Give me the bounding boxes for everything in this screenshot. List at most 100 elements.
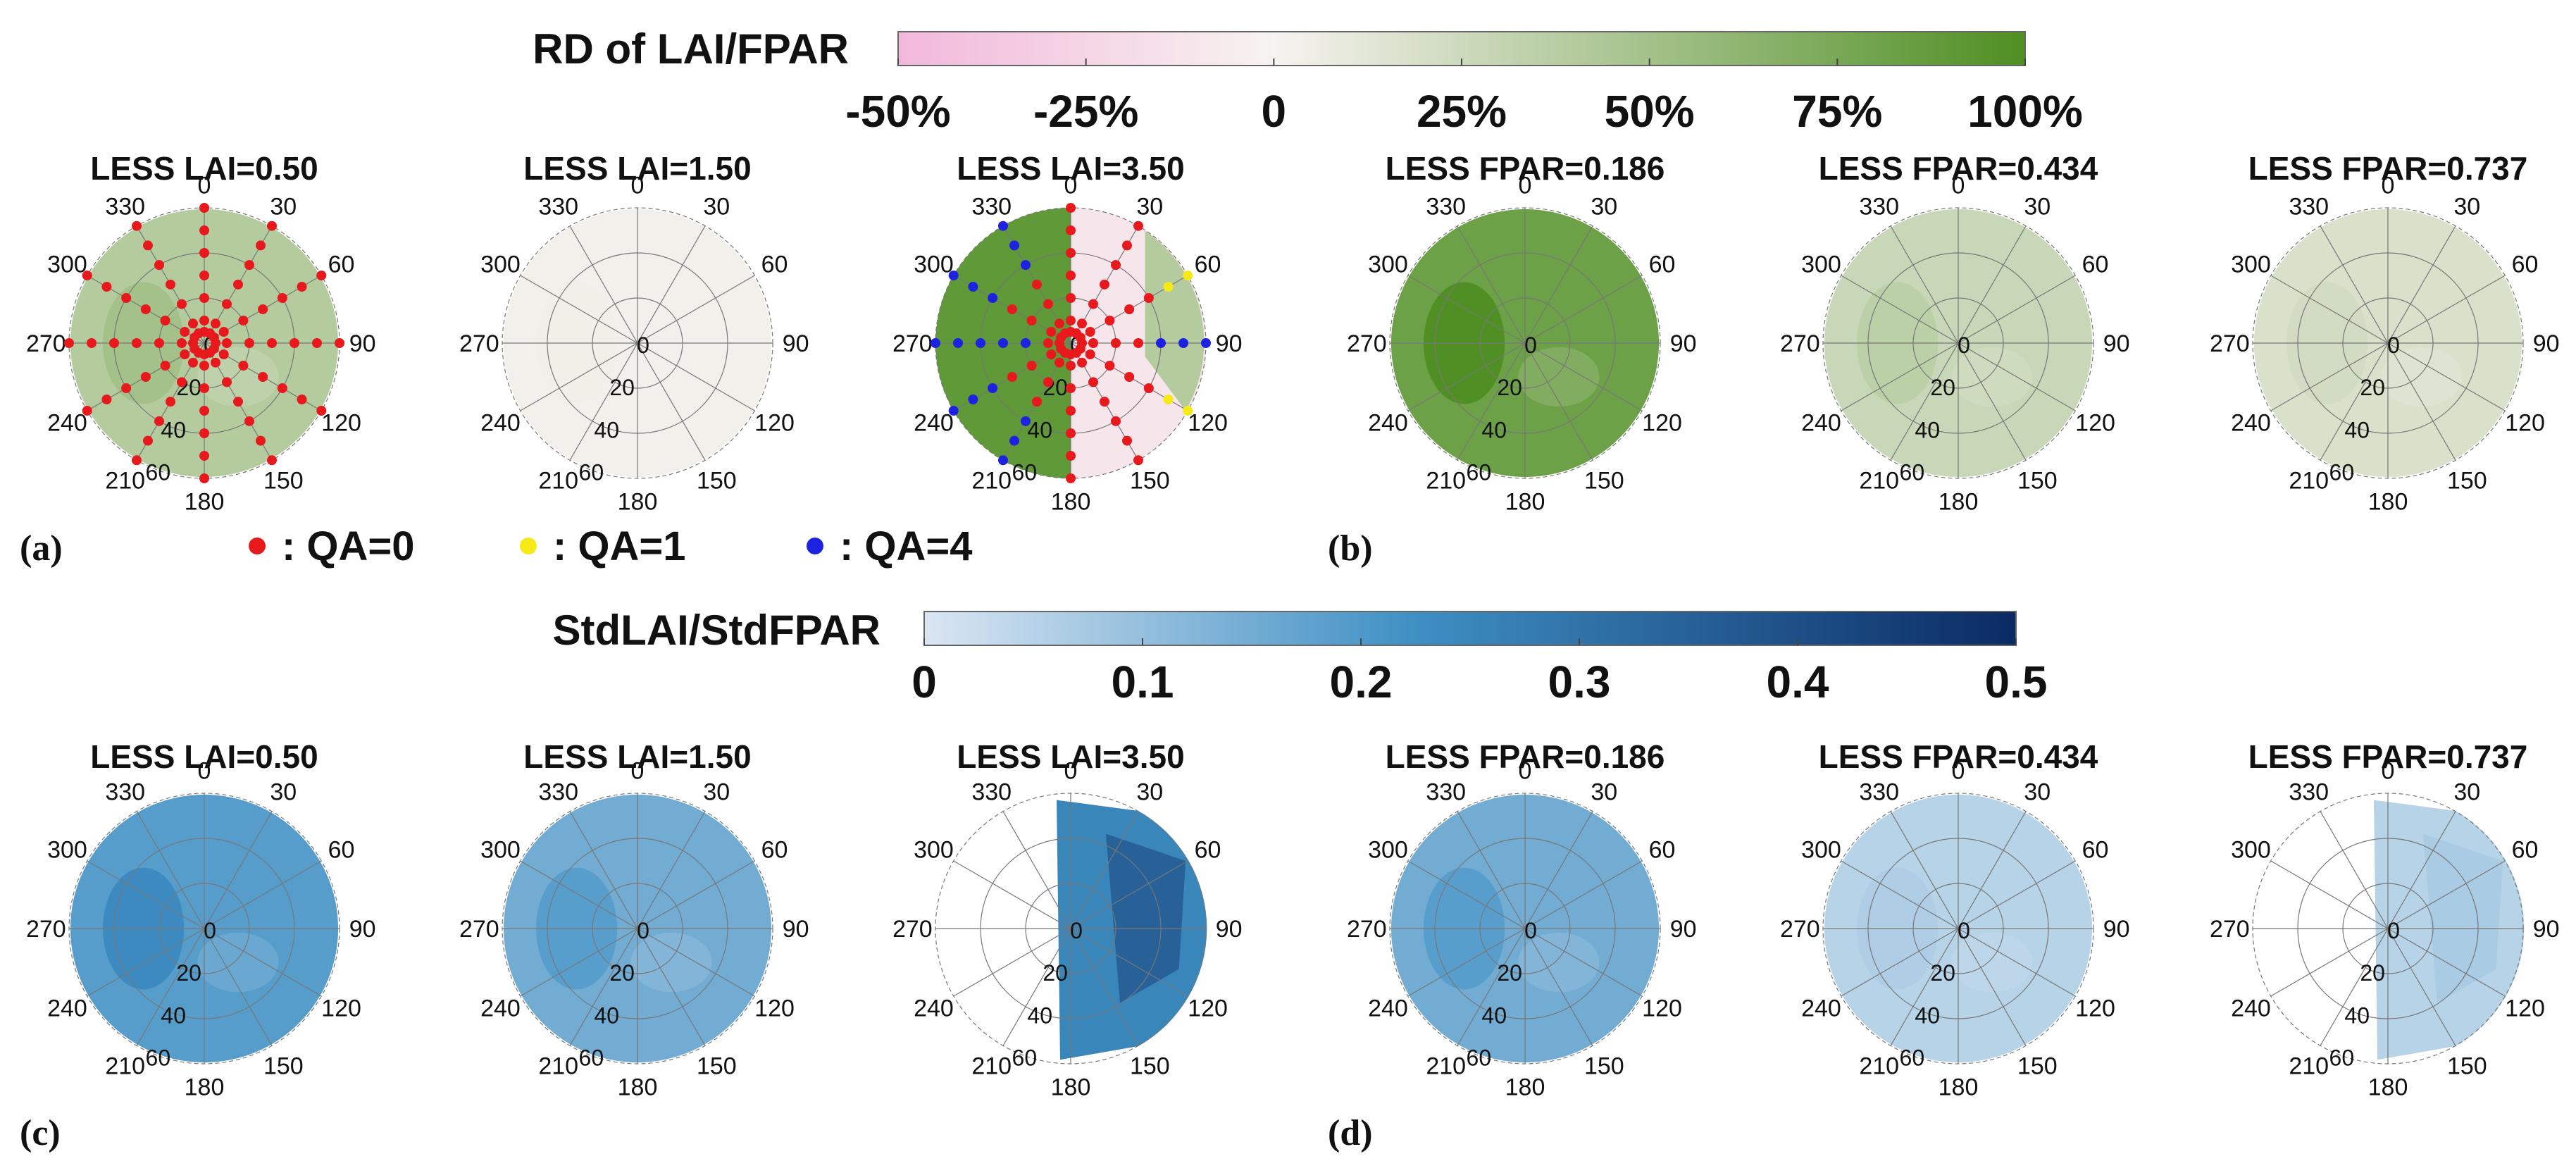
contour-region-inner (1951, 932, 2033, 993)
std-colorbar-bar (923, 611, 2017, 646)
qa4-label: : QA=4 (840, 523, 973, 569)
zenith-tick-label: 40 (1915, 417, 1940, 442)
polar-panel-rd-4: LESS FPAR=0.1860306090120150180210240270… (1347, 150, 1697, 516)
azimuth-tick-label: 90 (1216, 916, 1243, 943)
azimuth-spoke (569, 225, 706, 461)
azimuth-spoke (1457, 811, 1593, 1046)
qa-point (101, 282, 112, 292)
qa-point (199, 293, 209, 303)
qa-point (1066, 248, 1076, 258)
qa-point (1088, 377, 1098, 387)
std-colorbar-ticks: 0 0.1 0.2 0.3 0.4 0.5 (911, 638, 2047, 707)
colorbar-tick-label: 0.5 (1985, 657, 2048, 707)
qa-point (180, 327, 190, 337)
zenith-tick-label: 0 (1524, 918, 1537, 943)
qa-point (931, 338, 940, 348)
qa-point (297, 282, 307, 292)
azimuth-tick-label: 180 (1051, 1074, 1091, 1101)
azimuth-tick-label: 120 (321, 995, 361, 1022)
zenith-tick-label: 20 (609, 960, 635, 986)
polar-panel-rd-1: LESS LAI=0.500 30 60 90 120 150 180 210 240 270 30… (26, 150, 376, 516)
panel-title: LESS FPAR=0.434 (1819, 150, 2098, 187)
polar-panel-std-4: LESS FPAR=0.1860306090120150180210240270… (1347, 738, 1697, 1101)
azimuth-tick-label: 60 (1649, 252, 1676, 278)
azimuth-tick-label: 90 (2103, 330, 2130, 357)
azimuth-tick-label: 240 (480, 409, 521, 436)
qa-point (109, 338, 119, 348)
panel-title: LESS LAI=3.50 (957, 738, 1184, 775)
qa-point (988, 293, 998, 303)
colorbar-tick-label: -25% (1033, 86, 1138, 137)
azimuth-tick-label: 300 (480, 252, 521, 278)
azimuth-tick-label: 210 (105, 468, 145, 495)
qa0-marker (249, 538, 266, 554)
azimuth-tick-label: 270 (892, 916, 933, 943)
panel-title: LESS FPAR=0.434 (1819, 738, 2098, 775)
panel-title: LESS FPAR=0.186 (1386, 150, 1665, 187)
polar-panel-std-6: LESS FPAR=0.7370306090120150180210240270… (2210, 738, 2560, 1101)
qa-point (1183, 271, 1193, 280)
polar-panel-std-3: LESS LAI=3.50030609012015018021024027030… (892, 738, 1243, 1101)
contour-region-inner (630, 347, 712, 407)
contour-region-inner (1518, 932, 1600, 993)
qa-point (1133, 221, 1143, 231)
qa-point (267, 221, 277, 231)
qa-point (267, 455, 277, 466)
contour-fill (1057, 800, 1207, 1060)
polar-panel-rd-3: LESS LAI=3.500 30 60 90 120 150 180 210 240 270 30… (892, 150, 1243, 516)
azimuth-tick-label: 300 (1368, 837, 1408, 864)
colorbar-tick-label: 0.3 (1548, 657, 1611, 707)
std-colorbar-title: StdLAI/StdFPAR (553, 607, 881, 654)
azimuth-tick-label: 180 (185, 1074, 225, 1101)
azimuth-spoke (136, 811, 273, 1046)
qa-point (143, 435, 153, 446)
azimuth-tick-label: 330 (538, 193, 578, 220)
qa-point (1124, 304, 1135, 314)
qa-point (222, 338, 232, 348)
azimuth-tick-label: 210 (1859, 1053, 1899, 1080)
std-colorbar: StdLAI/StdFPAR 0 0.1 0.2 0.3 0.4 0.5 (553, 607, 2048, 707)
qa-point (1007, 304, 1017, 314)
qa-point (1066, 473, 1076, 483)
polar-grid (1822, 793, 2094, 1065)
azimuth-tick-label: 300 (480, 837, 521, 864)
qa-point (1100, 279, 1109, 290)
polar-panel-std-5: LESS FPAR=0.4340306090120150180210240270… (1780, 738, 2130, 1101)
polar-grid (2252, 207, 2524, 479)
qa-point (1163, 282, 1174, 292)
azimuth-spoke (1457, 225, 1593, 461)
azimuth-tick-label: 150 (1130, 1053, 1170, 1080)
contour-region-inner (1518, 347, 1600, 407)
azimuth-tick-label: 300 (914, 837, 954, 864)
qa-point (199, 271, 209, 280)
azimuth-tick-label: 300 (2231, 252, 2271, 278)
qa-point (132, 455, 142, 466)
azimuth-tick-label: 300 (47, 837, 87, 864)
azimuth-tick-label: 150 (1584, 468, 1624, 495)
azimuth-tick-label: 270 (1347, 330, 1387, 357)
qa-point (988, 383, 998, 393)
panel-letter-a: (a) (20, 528, 63, 569)
azimuth-tick-label: 0 (1952, 172, 1965, 199)
azimuth-tick-label: 180 (2368, 489, 2408, 516)
azimuth-tick-label: 240 (914, 995, 954, 1022)
polar-grid (502, 793, 773, 1065)
azimuth-tick-label: 60 (1195, 837, 1221, 864)
azimuth-tick-label: 270 (1780, 330, 1820, 357)
zenith-tick-label: 20 (176, 960, 201, 986)
qa-point (1007, 372, 1017, 382)
azimuth-tick-label: 0 (1064, 757, 1078, 784)
qa-point (244, 416, 254, 426)
azimuth-tick-label: 180 (1939, 1074, 1979, 1101)
azimuth-tick-label: 210 (538, 468, 578, 495)
azimuth-tick-label: 210 (2289, 1053, 2329, 1080)
azimuth-tick-label: 120 (2505, 995, 2545, 1022)
zenith-tick-label: 40 (161, 1003, 186, 1028)
qa-point (1043, 377, 1053, 387)
azimuth-tick-label: 210 (1859, 468, 1899, 495)
qa-point (199, 406, 209, 416)
qa-point (1105, 316, 1115, 325)
panel-title: LESS LAI=0.50 (90, 150, 318, 187)
azimuth-tick-label: 180 (1939, 489, 1979, 516)
azimuth-tick-label: 30 (1136, 778, 1163, 805)
